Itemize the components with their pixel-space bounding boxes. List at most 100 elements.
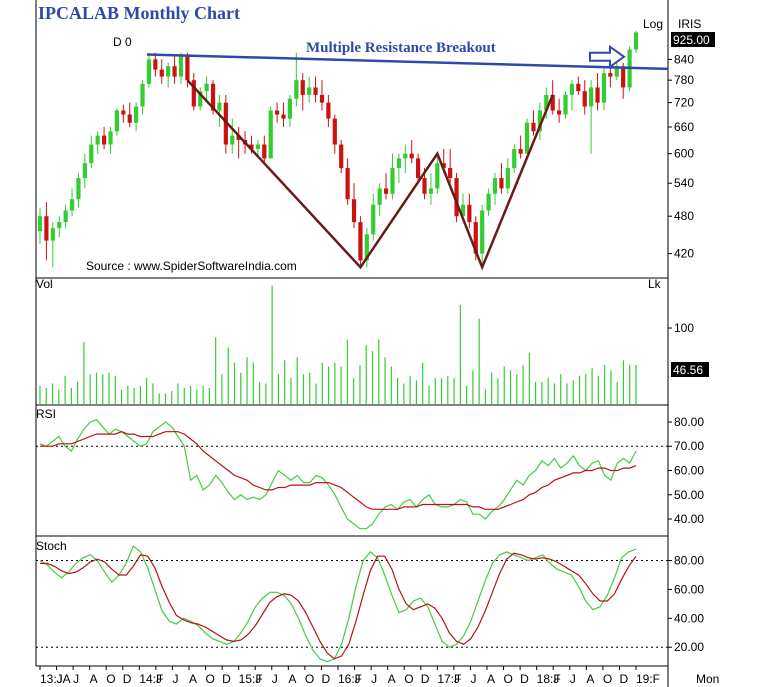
- x-tick-label: J: [355, 672, 361, 686]
- candle: [300, 73, 305, 111]
- candle-body: [473, 222, 478, 254]
- candle-body: [422, 178, 427, 194]
- x-tick-label: J: [272, 672, 278, 686]
- candle-body: [364, 234, 369, 261]
- candle-body: [185, 56, 190, 81]
- candle-body: [531, 122, 536, 132]
- candle-body: [512, 149, 517, 169]
- candle-body: [37, 216, 43, 232]
- candle: [140, 80, 145, 115]
- candle-body: [307, 87, 312, 95]
- candle-body: [300, 80, 305, 95]
- candle-body: [416, 158, 421, 179]
- candle-body: [358, 222, 363, 261]
- candle-body: [319, 94, 325, 103]
- candle-body: [486, 193, 491, 211]
- candle: [230, 118, 235, 154]
- candle: [281, 102, 286, 127]
- candle-body: [114, 110, 120, 132]
- candle-body: [544, 94, 549, 111]
- x-tick-label: J: [470, 672, 476, 686]
- candle: [127, 102, 132, 127]
- candle: [268, 106, 273, 159]
- candle-body: [621, 66, 626, 88]
- candle-body: [569, 83, 575, 95]
- candle-body: [255, 144, 260, 150]
- candle: [576, 76, 581, 95]
- candle-body: [69, 199, 75, 211]
- candle: [435, 153, 440, 194]
- candle: [345, 158, 350, 205]
- rsi-label: RSI: [36, 407, 56, 421]
- last-volume-badge: 46.56: [671, 362, 709, 377]
- candle: [76, 173, 81, 208]
- x-tick-label: 14:F: [139, 672, 163, 686]
- candle: [608, 66, 613, 88]
- x-tick-label: J: [570, 672, 576, 686]
- candle-body: [524, 122, 530, 154]
- breakout-arrow: [589, 44, 626, 69]
- candle-body: [172, 66, 177, 77]
- candle: [108, 126, 113, 154]
- candle: [556, 98, 562, 123]
- candle: [601, 66, 607, 111]
- x-tick-label: J: [73, 672, 79, 686]
- stoch-tick-label: 80.00: [674, 554, 704, 568]
- candle-body: [345, 168, 350, 200]
- x-tick-label: O: [603, 672, 612, 686]
- stoch-tick-label: 20.00: [674, 640, 704, 654]
- candle-body: [210, 83, 216, 111]
- last-price-value: 925.00: [673, 33, 710, 47]
- candle-body: [537, 110, 542, 132]
- candle: [524, 118, 530, 154]
- x-tick-label: D: [123, 672, 132, 686]
- rsi-line: [39, 418, 637, 530]
- x-tick-label: J: [371, 672, 377, 686]
- candle: [563, 91, 568, 119]
- candle-body: [351, 199, 357, 223]
- candle: [505, 158, 510, 194]
- candle-body: [217, 102, 222, 111]
- vendor-label: IRIS: [678, 17, 701, 31]
- stoch-panel: 20.00 40.00 60.00 80.00: [36, 545, 704, 663]
- candle-body: [454, 178, 459, 217]
- candle-body: [249, 144, 254, 150]
- candle-body: [377, 188, 382, 205]
- candle: [275, 102, 280, 123]
- candle: [153, 52, 158, 77]
- candle-body: [262, 144, 267, 159]
- candle-body: [467, 204, 472, 223]
- x-tick-label: J: [57, 672, 63, 686]
- candle: [416, 153, 421, 184]
- x-axis: 13:JAJ J A O D 14:FJ J A O D 15:FJ J A O D 16:FJ J A O D 17:…: [39, 666, 660, 686]
- candle: [134, 102, 139, 132]
- scale-label: Log: [643, 17, 663, 31]
- candle: [198, 87, 203, 111]
- x-tick-label: D: [321, 672, 330, 686]
- candle: [428, 173, 434, 205]
- candle-body: [281, 114, 286, 119]
- candle: [409, 140, 414, 164]
- candle-body: [563, 94, 568, 115]
- x-tick-label: 16:F: [338, 672, 362, 686]
- candle-body: [339, 144, 344, 169]
- candle-body: [140, 83, 145, 107]
- stoch-label: Stoch: [36, 539, 67, 553]
- x-tick-label: J: [156, 672, 162, 686]
- candle-body: [608, 73, 613, 77]
- x-tick-label: A: [90, 672, 98, 686]
- candle: [178, 52, 184, 84]
- x-tick-label: D: [520, 672, 529, 686]
- rsi-tick-label: 70.00: [674, 439, 704, 453]
- candle: [82, 153, 87, 189]
- price-tick-label: 840: [674, 52, 694, 66]
- candle: [589, 80, 594, 154]
- rsi-tick-label: 40.00: [674, 512, 704, 526]
- candle: [236, 126, 241, 159]
- candle-body: [230, 135, 235, 145]
- candle: [63, 204, 68, 229]
- x-tick-label: 19:F: [636, 672, 660, 686]
- candle: [351, 183, 357, 229]
- candle-body: [518, 149, 523, 154]
- candle-body: [134, 106, 139, 123]
